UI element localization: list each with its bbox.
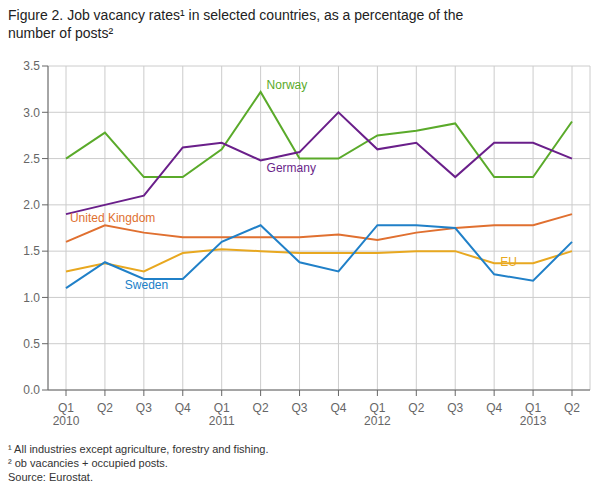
- svg-text:1.0: 1.0: [23, 291, 40, 305]
- html-text:Figure 2. Job vacancy rates¹ i: Figure 2. Job vacancy rates¹ in selected…: [8, 7, 464, 41]
- svg-text:Q2: Q2: [97, 401, 113, 415]
- svg-text:Sweden: Sweden: [125, 278, 168, 292]
- svg-text:2.0: 2.0: [23, 198, 40, 212]
- svg-text:Q3: Q3: [447, 401, 463, 415]
- svg-text:Q12012: Q12012: [364, 401, 391, 429]
- svg-text:Q4: Q4: [330, 401, 346, 415]
- svg-text:0.5: 0.5: [23, 337, 40, 351]
- svg-text:United Kingdom: United Kingdom: [70, 211, 155, 225]
- svg-text:2.5: 2.5: [23, 152, 40, 166]
- html-text:² ob vacancies + occupied post: ² ob vacancies + occupied posts.: [8, 457, 168, 469]
- svg-text:Q2: Q2: [564, 401, 580, 415]
- html-text:Source: Eurostat.: Source: Eurostat.: [8, 471, 93, 483]
- svg-text:EU: EU: [500, 255, 517, 269]
- svg-text:Q3: Q3: [136, 401, 152, 415]
- svg-text:Q2: Q2: [253, 401, 269, 415]
- svg-text:Norway: Norway: [267, 78, 308, 92]
- html-text:¹ All industries except agricu: ¹ All industries except agriculture, for…: [8, 443, 269, 455]
- svg-text:Q2: Q2: [408, 401, 424, 415]
- svg-text:Q3: Q3: [292, 401, 308, 415]
- svg-text:3.0: 3.0: [23, 106, 40, 120]
- svg-text:Germany: Germany: [267, 161, 316, 175]
- svg-text:Q12010: Q12010: [53, 401, 80, 429]
- svg-text:1.5: 1.5: [23, 244, 40, 258]
- svg-text:0.0: 0.0: [23, 383, 40, 397]
- svg-text:Q4: Q4: [486, 401, 502, 415]
- svg-text:Q12013: Q12013: [520, 401, 547, 429]
- svg-text:Q4: Q4: [175, 401, 191, 415]
- svg-text:3.5: 3.5: [23, 59, 40, 73]
- svg-text:Q12011: Q12011: [209, 401, 235, 429]
